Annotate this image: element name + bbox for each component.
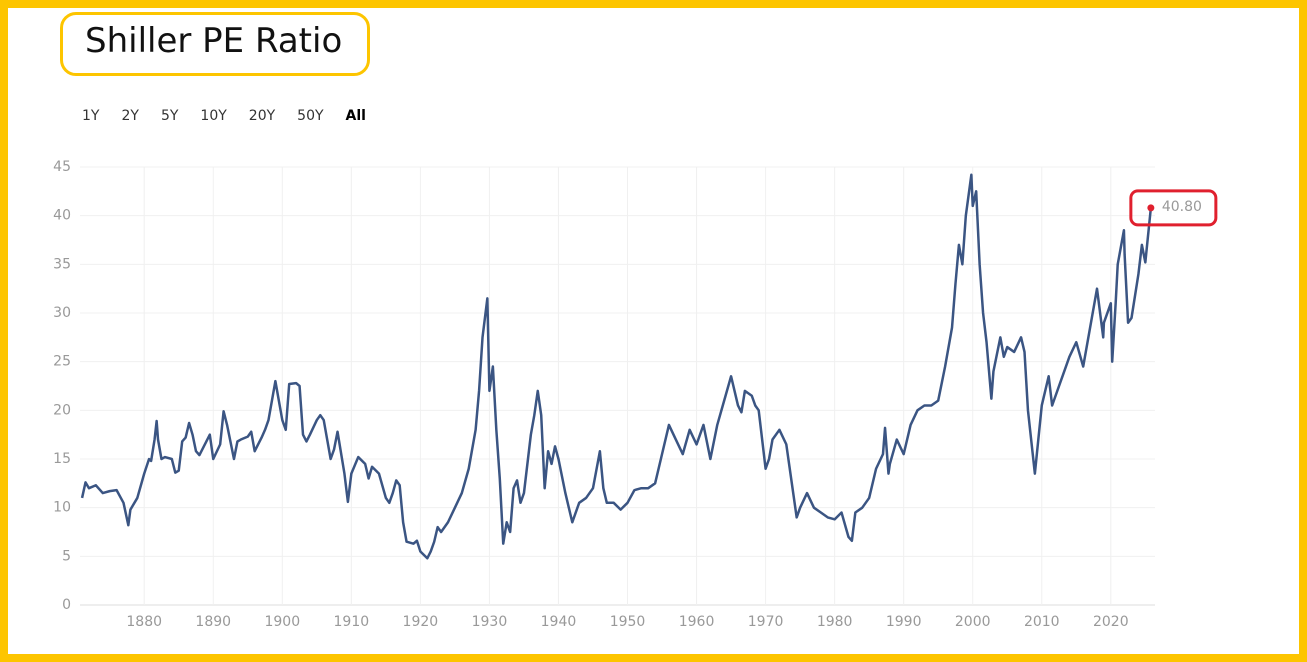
x-tick-label: 1880 [126,614,162,630]
y-tick-label: 30 [53,305,71,321]
y-tick-label: 40 [53,208,71,224]
last-value-highlight [1129,189,1218,227]
range-button[interactable]: 20Y [248,108,276,124]
range-button[interactable]: 2Y [121,108,139,124]
x-tick-label: 1900 [264,614,300,630]
title-highlight: Shiller PE Ratio [60,12,370,76]
y-tick-label: 45 [53,159,71,175]
x-tick-label: 1910 [334,614,370,630]
range-button[interactable]: 50Y [297,108,324,124]
x-tick-label: 1970 [748,614,784,630]
range-button[interactable]: 10Y [200,108,227,124]
x-tick-label: 1940 [541,614,577,630]
y-tick-label: 10 [53,500,71,516]
last-value-label: 40.80 [1162,199,1202,215]
range-button[interactable]: 1Y [82,108,100,124]
chart: 0 5 10 15 20 25 30 35 40 45 1880 1890 1900 1910 1920 19… [53,159,1218,630]
y-tick-label: 15 [53,451,71,467]
y-tick-label: 20 [53,402,71,418]
x-tick-label: 1980 [817,614,853,630]
range-selector: 1Y 2Y 5Y 10Y 20Y 50Y All [82,108,366,124]
x-tick-label: 1990 [886,614,922,630]
x-tick-label: 1920 [403,614,439,630]
y-tick-label: 5 [62,548,71,564]
last-point [1147,204,1155,212]
y-tick-label: 0 [62,597,71,613]
y-tick-label: 35 [53,256,71,272]
x-tick-label: 1890 [195,614,231,630]
x-tick-label: 1950 [610,614,646,630]
x-tick-label: 1960 [679,614,715,630]
x-tick-label: 2000 [955,614,991,630]
x-tick-label: 2020 [1093,614,1129,630]
x-tick-label: 2010 [1024,614,1060,630]
x-tick-label: 1930 [472,614,508,630]
range-button[interactable]: 5Y [160,108,179,124]
range-button[interactable]: All [345,108,366,124]
card: Shiller PE Ratio 1Y 2Y 5Y 10Y 20Y 50Y All 0 5 10… [8,8,1299,654]
y-tick-label: 25 [53,354,71,370]
line-series [80,173,1153,560]
chart-title: Shiller PE Ratio [85,21,343,61]
